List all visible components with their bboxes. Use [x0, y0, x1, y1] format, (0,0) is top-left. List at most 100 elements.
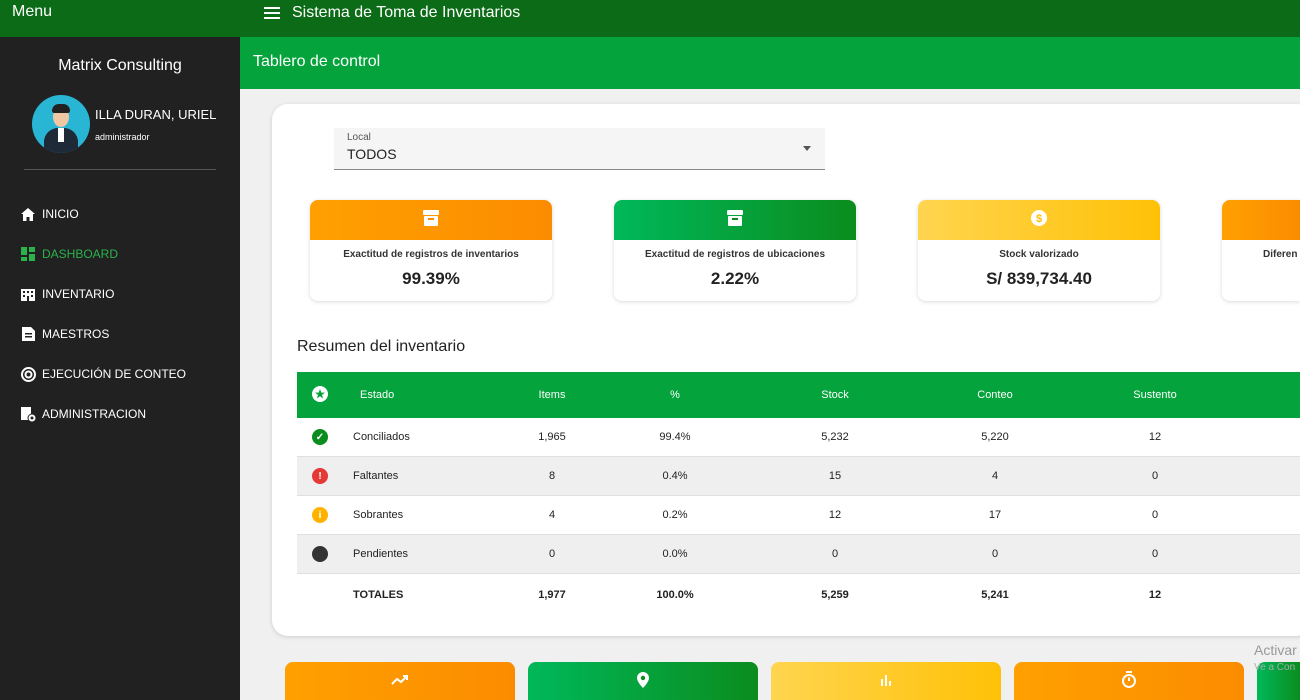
- sidebar-item-label: INICIO: [42, 207, 79, 221]
- brand-name: Matrix Consulting: [58, 57, 182, 74]
- dollar-icon: $: [1031, 209, 1047, 231]
- bottom-card-trend: [285, 662, 515, 700]
- cell-stock: 12: [828, 509, 842, 521]
- sidebar-nav: INICIO DASHBOARD INVENTARIO MAESTROS EJE…: [0, 194, 240, 434]
- archive-icon: [423, 209, 439, 231]
- inventory-summary-table: Estado Items % Stock Conteo Sustento ✓ C…: [297, 372, 1300, 616]
- chevron-down-icon: [803, 146, 811, 151]
- bar-chart-icon: [880, 673, 892, 691]
- cell-estado: TOTALES: [353, 589, 404, 601]
- kpi-card-exactitud-ubicaciones: Exactitud de registros de ubicaciones 2.…: [614, 200, 856, 301]
- kpi-value: 99.39%: [402, 269, 460, 288]
- cell-items: 1,965: [538, 431, 566, 443]
- column-header[interactable]: Sustento: [1133, 389, 1177, 401]
- sidebar-item-label: MAESTROS: [42, 327, 110, 341]
- archive-icon: [727, 209, 743, 231]
- bottom-card-location: [528, 662, 758, 700]
- cell-items: 4: [548, 509, 556, 521]
- avatar: [32, 95, 90, 153]
- dot-circle-icon: [312, 546, 328, 562]
- cell-stock: 0: [831, 548, 839, 560]
- column-header[interactable]: Items: [538, 389, 566, 401]
- cell-sustento: 0: [1151, 548, 1159, 560]
- sidebar-item-inicio[interactable]: INICIO: [0, 194, 240, 234]
- user-name: ILLA DURAN, URIEL: [95, 106, 217, 122]
- sidebar-item-dashboard[interactable]: DASHBOARD: [0, 234, 240, 274]
- kpi-value: 2.22%: [710, 269, 760, 288]
- cell-items: 1,977: [538, 589, 566, 601]
- cell-pct: 0.0%: [662, 548, 688, 560]
- table-row: ✓ Conciliados 1,965 99.4% 5,232 5,220 12: [297, 418, 1300, 457]
- check-circle-icon: ✓: [312, 429, 328, 445]
- sidebar-header: Menu: [0, 0, 240, 37]
- cell-conteo: 5,241: [981, 589, 1009, 601]
- sidebar: Menu Matrix Consulting ILLA DURAN, URIEL…: [0, 0, 240, 700]
- building-gear-icon: [20, 406, 36, 422]
- trending-up-icon: [391, 673, 409, 691]
- cell-stock: 5,259: [821, 589, 849, 601]
- star-circle-icon: [312, 385, 328, 405]
- location-pin-icon: [637, 671, 649, 693]
- cell-pct: 0.2%: [662, 509, 688, 521]
- local-select[interactable]: Local TODOS: [334, 128, 825, 170]
- building-icon: [20, 286, 36, 302]
- app-title: Sistema de Toma de Inventarios: [292, 3, 521, 21]
- bottom-card-timer: [1014, 662, 1244, 700]
- cell-items: 0: [548, 548, 556, 560]
- top-app-bar: Sistema de Toma de Inventarios: [240, 0, 1300, 37]
- timer-icon: [1121, 671, 1137, 693]
- column-header[interactable]: %: [670, 389, 680, 401]
- sidebar-item-label: INVENTARIO: [42, 287, 115, 301]
- local-select-value: TODOS: [347, 146, 397, 162]
- kpi-card-stock-valorizado: $ Stock valorizado S/ 839,734.40: [918, 200, 1160, 301]
- cell-sustento: 12: [1148, 589, 1162, 601]
- cell-stock: 5,232: [821, 431, 849, 443]
- cell-pct: 99.4%: [659, 431, 691, 443]
- kpi-label: Exactitud de registros de inventarios: [343, 249, 519, 260]
- kpi-value: S/ 839,734.40: [986, 269, 1092, 288]
- document-icon: [20, 326, 36, 342]
- cell-estado: Sobrantes: [353, 509, 404, 521]
- target-icon: [20, 366, 36, 382]
- cell-estado: Faltantes: [353, 470, 399, 482]
- column-header[interactable]: Conteo: [977, 389, 1013, 401]
- sidebar-item-label: ADMINISTRACION: [42, 407, 147, 421]
- table-header: Estado Items % Stock Conteo Sustento: [297, 372, 1300, 418]
- column-header[interactable]: Stock: [821, 389, 849, 401]
- local-select-label: Local: [347, 132, 371, 143]
- cell-pct: 100.0%: [656, 589, 694, 601]
- menu-icon[interactable]: [264, 6, 280, 19]
- cell-estado: Pendientes: [353, 548, 409, 560]
- kpi-label: Diferen: [1263, 249, 1298, 260]
- cell-sustento: 12: [1148, 431, 1162, 443]
- table-row: ! Faltantes 8 0.4% 15 4 0: [297, 457, 1300, 496]
- cell-conteo: 4: [991, 470, 999, 482]
- sidebar-item-ejecucion-conteo[interactable]: EJECUCIÓN DE CONTEO: [0, 354, 240, 394]
- kpi-label: Stock valorizado: [999, 249, 1079, 260]
- cell-items: 8: [548, 470, 556, 482]
- cell-sustento: 0: [1151, 470, 1159, 482]
- user-panel: ILLA DURAN, URIEL administrador: [32, 95, 240, 153]
- cell-conteo: 0: [991, 548, 999, 560]
- kpi-label: Exactitud de registros de ubicaciones: [644, 249, 826, 260]
- cell-stock: 15: [828, 470, 842, 482]
- cell-pct: 0.4%: [662, 470, 688, 482]
- cell-conteo: 5,220: [981, 431, 1009, 443]
- cell-conteo: 17: [988, 509, 1002, 521]
- sidebar-item-maestros[interactable]: MAESTROS: [0, 314, 240, 354]
- section-title: Resumen del inventario: [297, 338, 466, 355]
- activation-watermark-sub: Ve a Con: [1254, 662, 1296, 673]
- table-row: Pendientes 0 0.0% 0 0 0: [297, 535, 1300, 574]
- error-circle-icon: !: [312, 468, 328, 484]
- user-role: administrador: [95, 131, 150, 142]
- dashboard-icon: [20, 246, 36, 262]
- sidebar-item-inventario[interactable]: INVENTARIO: [0, 274, 240, 314]
- home-icon: [20, 206, 36, 222]
- table-row-totals: TOTALES 1,977 100.0% 5,259 5,241 12: [297, 574, 1300, 616]
- info-circle-icon: i: [312, 507, 328, 523]
- sidebar-item-administracion[interactable]: ADMINISTRACION: [0, 394, 240, 434]
- cell-sustento: 0: [1151, 509, 1159, 521]
- table-row: i Sobrantes 4 0.2% 12 17 0: [297, 496, 1300, 535]
- svg-text:$: $: [1036, 213, 1042, 225]
- column-header[interactable]: Estado: [360, 389, 395, 401]
